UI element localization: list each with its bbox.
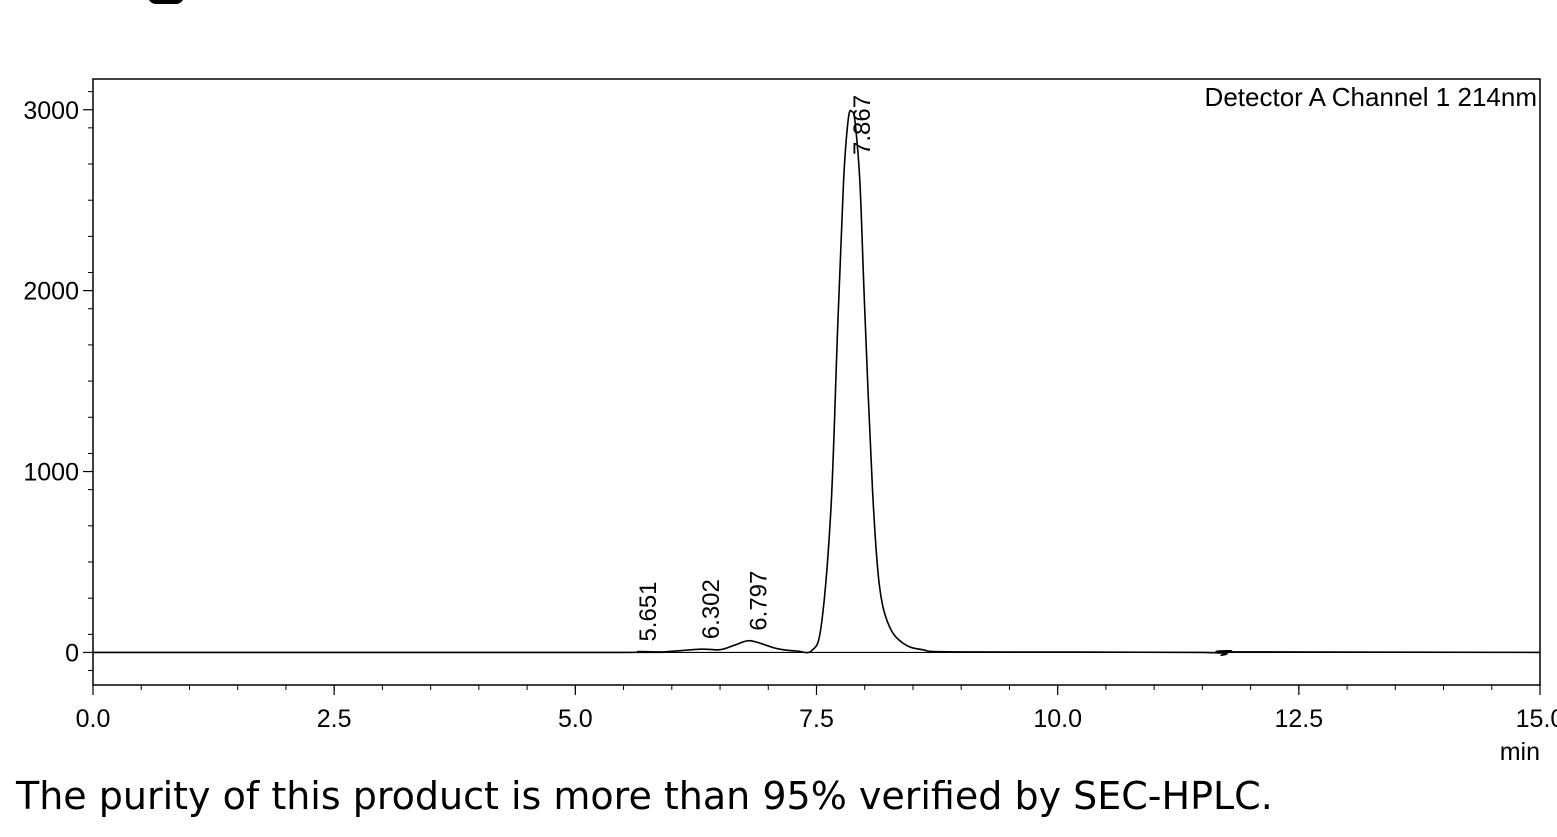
x-tick-label: 15.0 [1516, 705, 1557, 733]
x-tick-label: 12.5 [1274, 705, 1323, 733]
detector-annotation: Detector A Channel 1 214nm [1205, 82, 1537, 112]
clipped-title-fragment [148, 0, 184, 4]
y-tick-label: 0 [65, 639, 79, 667]
minor-ticks [88, 91, 1541, 690]
purity-caption: The purity of this product is more than … [16, 774, 1273, 818]
chromatogram-trace [92, 109, 1541, 656]
x-tick-label: 2.5 [317, 705, 352, 733]
peak-label: 6.302 [698, 579, 725, 639]
peak-label: 6.797 [746, 571, 773, 631]
y-tick-label: 1000 [23, 459, 79, 487]
x-tick-label: 0.0 [76, 705, 111, 733]
x-axis: 0.0 2.5 5.0 7.5 10.0 12.5 15.0 [76, 685, 1557, 733]
peak-labels: 5.651 6.302 6.797 7.867 [635, 95, 876, 642]
y-axis: 0 1000 2000 3000 [23, 97, 93, 667]
x-tick-label: 7.5 [799, 705, 834, 733]
y-tick-label: 2000 [23, 278, 79, 306]
y-tick-label: 3000 [23, 97, 79, 125]
peak-label: 7.867 [849, 95, 876, 155]
chromatogram-chart: 0 1000 2000 3000 0.0 2.5 5.0 7.5 10.0 12.5 15.0 5… [23, 78, 1557, 766]
x-tick-label: 5.0 [558, 705, 593, 733]
x-unit-label: min [1500, 738, 1540, 766]
x-tick-label: 10.0 [1033, 705, 1082, 733]
peak-label: 5.651 [635, 581, 662, 641]
plot-frame [92, 78, 1541, 686]
